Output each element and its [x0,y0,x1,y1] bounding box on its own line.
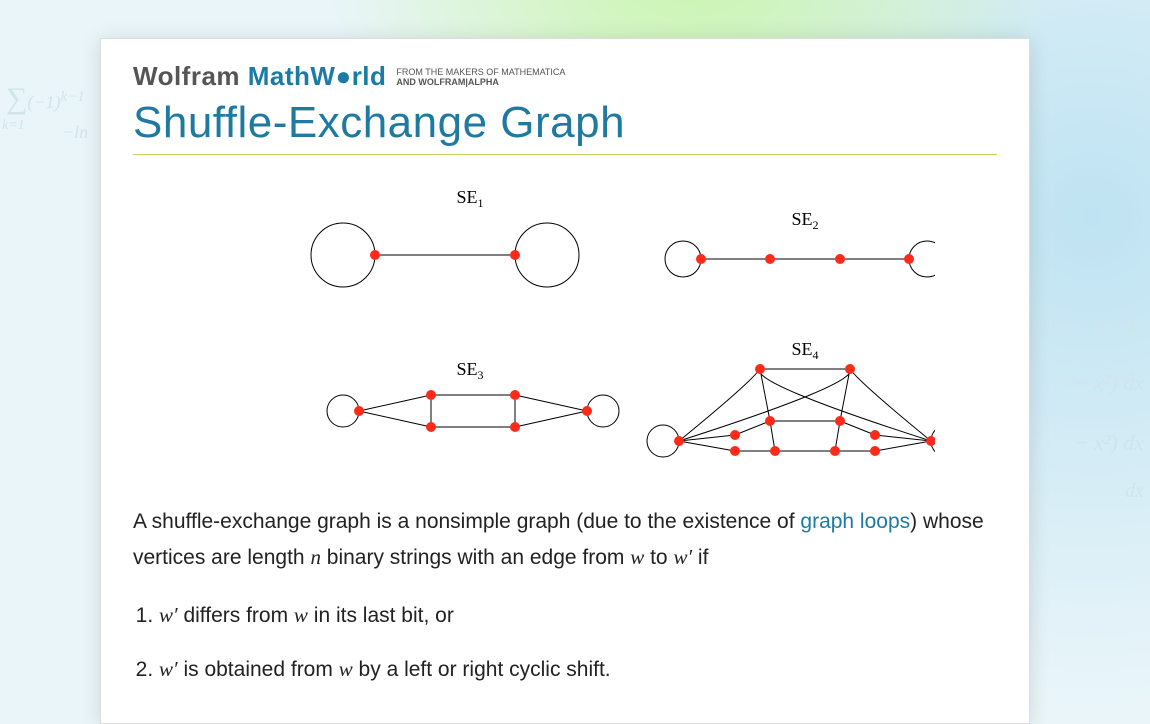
tagline-bottom: AND WOLFRAM|ALPHA [396,77,499,87]
brand-logo: Wolfram MathW●rld [133,61,386,92]
bg-math-k1: k=1 [2,118,25,134]
intro-paragraph: A shuffle-exchange graph is a nonsimple … [133,505,997,575]
var-wprime: w′ [673,545,692,569]
li1-d: in its last bit, or [308,604,454,627]
svg-text:SE4: SE4 [791,339,818,362]
page-title: Shuffle-Exchange Graph [133,98,997,155]
bg-math-dx4: dx [1125,480,1144,503]
li2-a: w′ [159,657,178,681]
li1-c: w [294,603,308,627]
li2-c: w [339,657,353,681]
graph-loops-link[interactable]: graph loops [800,510,910,533]
tagline-top: FROM THE MAKERS OF MATHEMATICA [396,67,565,77]
intro-mid: binary strings with an edge from [321,546,630,569]
definition-list: w′ differs from w in its last bit, or w′… [133,596,997,690]
definition-item-2: w′ is obtained from w by a left or right… [159,650,997,690]
brand-tagline: FROM THE MAKERS OF MATHEMATICA AND WOLFR… [396,68,565,92]
bg-math-sigma: ∑(−1)k−1 [6,82,85,116]
bg-math-dx1: (b² − x²) dx [1043,310,1144,336]
li2-d: by a left or right cyclic shift. [353,658,611,681]
brand-wolfram: Wolfram [133,61,240,91]
svg-text:SE1: SE1 [456,187,483,210]
li1-a: w′ [159,603,178,627]
intro-mid2: to [644,546,673,569]
var-n: n [310,545,321,569]
var-w: w [630,545,644,569]
diagram-svg: SE1 SE2 SE3 SE4 [195,183,935,483]
li1-b: differs from [178,604,294,627]
shuffle-exchange-diagram: SE1 SE2 SE3 SE4 [195,183,935,483]
li2-b: is obtained from [178,658,339,681]
intro-end: if [692,546,708,569]
bg-math-dx3: − x²) dx [1074,430,1144,456]
brand-header: Wolfram MathW●rld FROM THE MAKERS OF MAT… [133,61,997,92]
bg-math-dx2: − x²) dx [1074,370,1144,396]
bg-math-ln: −ln [62,122,88,143]
svg-text:SE3: SE3 [456,359,483,382]
article-page: Wolfram MathW●rld FROM THE MAKERS OF MAT… [100,38,1030,724]
svg-text:SE2: SE2 [791,209,818,232]
brand-mathworld: MathW●rld [248,61,387,91]
intro-pre: A shuffle-exchange graph is a nonsimple … [133,510,800,533]
definition-item-1: w′ differs from w in its last bit, or [159,596,997,636]
